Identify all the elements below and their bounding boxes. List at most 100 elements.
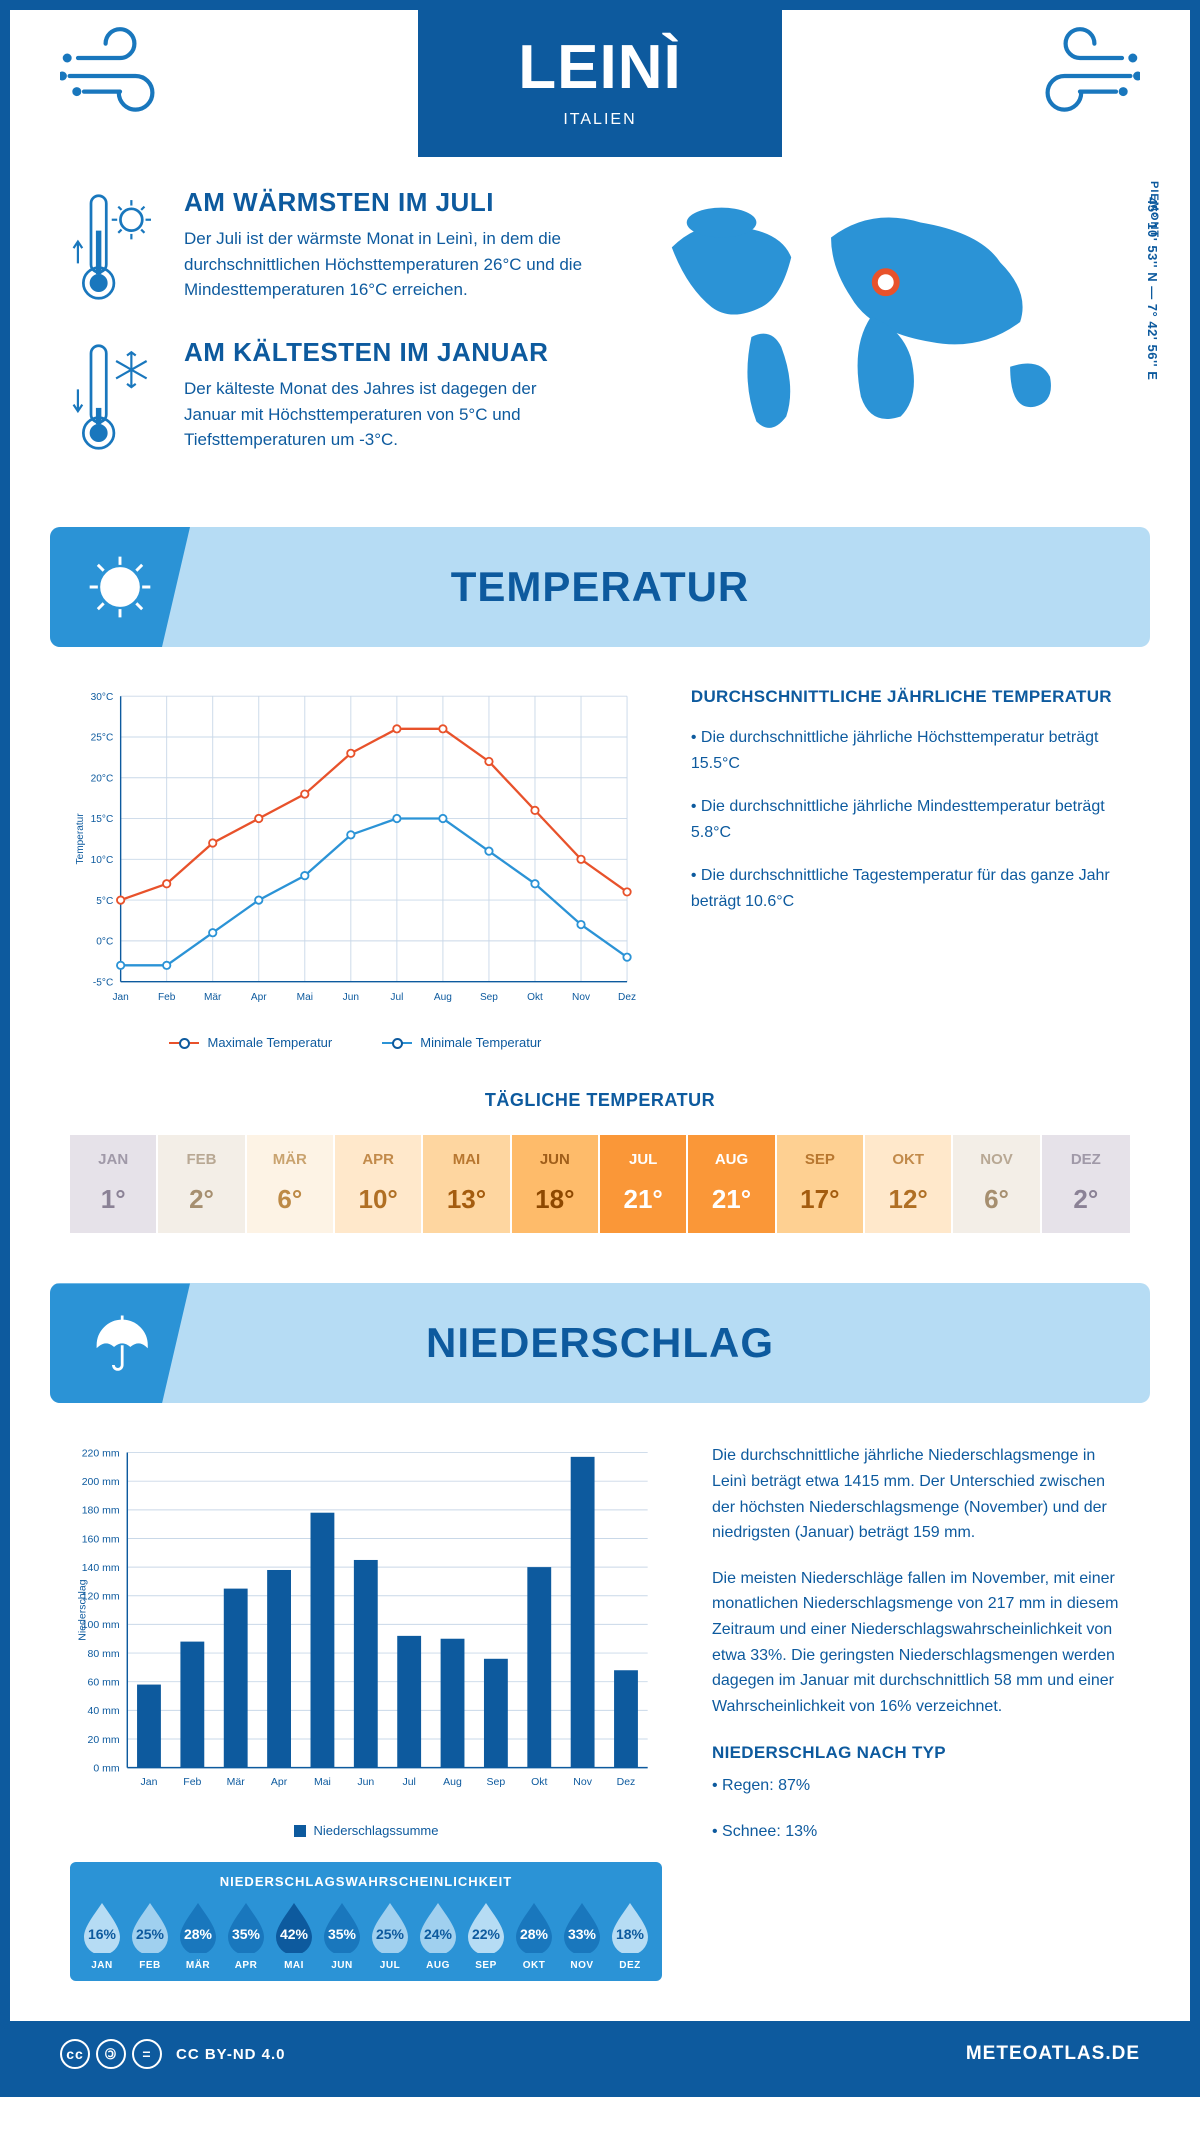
svg-text:Jun: Jun (343, 992, 359, 1003)
svg-text:22%: 22% (472, 1926, 501, 1942)
daily-temp-table: JAN 1° FEB 2° MÄR 6° APR 10° MAI 13° JUN… (70, 1135, 1130, 1233)
precip-text-2: Die meisten Niederschläge fallen im Nove… (712, 1566, 1130, 1720)
coldest-title: AM KÄLTESTEN IM JANUAR (184, 337, 592, 368)
svg-text:Mär: Mär (227, 1776, 246, 1788)
svg-text:18%: 18% (616, 1926, 645, 1942)
svg-text:20°C: 20°C (91, 773, 114, 784)
temperature-legend: Maximale Temperatur Minimale Temperatur (70, 1035, 641, 1050)
svg-text:Nov: Nov (573, 1776, 592, 1788)
warmest-text: Der Juli ist der wärmste Monat in Leinì,… (184, 226, 592, 303)
svg-text:Apr: Apr (251, 992, 267, 1003)
daily-cell: MAI 13° (423, 1135, 511, 1233)
svg-text:Feb: Feb (183, 1776, 201, 1788)
svg-text:Okt: Okt (527, 992, 543, 1003)
temp-fact-1: • Die durchschnittliche jährliche Höchst… (691, 725, 1130, 776)
daily-cell: APR 10° (335, 1135, 423, 1233)
wind-icon (50, 10, 190, 130)
page-title: LEINÌ (518, 32, 681, 103)
svg-text:Jul: Jul (402, 1776, 415, 1788)
site-name: METEOATLAS.DE (966, 2043, 1140, 2065)
daily-cell: OKT 12° (865, 1135, 953, 1233)
svg-text:15°C: 15°C (91, 814, 114, 825)
daily-cell: MÄR 6° (247, 1135, 335, 1233)
warmest-title: AM WÄRMSTEN IM JULI (184, 187, 592, 218)
precip-type-1: • Regen: 87% (712, 1773, 1130, 1799)
svg-text:Mär: Mär (204, 992, 222, 1003)
precip-probability-strip: NIEDERSCHLAGSWAHRSCHEINLICHKEIT 16% JAN … (70, 1862, 662, 1981)
title-banner: LEINÌ ITALIEN (418, 10, 781, 157)
svg-text:28%: 28% (520, 1926, 549, 1942)
daily-cell: FEB 2° (158, 1135, 246, 1233)
svg-text:Dez: Dez (617, 1776, 636, 1788)
svg-text:Mai: Mai (314, 1776, 331, 1788)
temp-fact-3: • Die durchschnittliche Tagestemperatur … (691, 863, 1130, 914)
svg-text:Jul: Jul (390, 992, 403, 1003)
temp-facts-title: DURCHSCHNITTLICHE JÄHRLICHE TEMPERATUR (691, 687, 1130, 707)
svg-text:10°C: 10°C (91, 855, 114, 866)
coldest-text: Der kälteste Monat des Jahres ist dagege… (184, 376, 592, 453)
svg-text:35%: 35% (328, 1926, 357, 1942)
coordinates: 45° 10' 53'' N — 7° 42' 56'' E (1145, 197, 1160, 380)
svg-text:Aug: Aug (434, 992, 452, 1003)
sun-icon (85, 552, 155, 622)
svg-text:80 mm: 80 mm (88, 1648, 120, 1660)
svg-text:Dez: Dez (618, 992, 636, 1003)
daily-temp-title: TÄGLICHE TEMPERATUR (70, 1090, 1130, 1111)
precip-prob-drop: 28% MÄR (176, 1899, 220, 1971)
world-map-icon (632, 187, 1130, 467)
precip-prob-drop: 24% AUG (416, 1899, 460, 1971)
svg-text:Jan: Jan (141, 1776, 158, 1788)
svg-text:25°C: 25°C (91, 733, 114, 744)
svg-text:160 mm: 160 mm (82, 1534, 120, 1546)
svg-text:60 mm: 60 mm (88, 1677, 120, 1689)
svg-text:0 mm: 0 mm (93, 1763, 120, 1775)
precip-prob-drop: 16% JAN (80, 1899, 124, 1971)
svg-text:Sep: Sep (480, 992, 498, 1003)
license-text: CC BY-ND 4.0 (176, 2046, 286, 2063)
thermometer-hot-icon (70, 187, 160, 307)
temp-fact-2: • Die durchschnittliche jährliche Mindes… (691, 794, 1130, 845)
svg-text:16%: 16% (88, 1926, 117, 1942)
svg-text:20 mm: 20 mm (88, 1734, 120, 1746)
temperature-line-chart: -5°C0°C5°C10°C15°C20°C25°C30°CJanFebMärA… (70, 687, 641, 1018)
svg-text:30°C: 30°C (91, 692, 114, 703)
daily-cell: JAN 1° (70, 1135, 158, 1233)
svg-text:200 mm: 200 mm (82, 1476, 120, 1488)
svg-text:Sep: Sep (487, 1776, 506, 1788)
precip-section-banner: NIEDERSCHLAG (50, 1283, 1150, 1403)
svg-text:Feb: Feb (158, 992, 176, 1003)
svg-text:25%: 25% (136, 1926, 165, 1942)
daily-cell: SEP 17° (777, 1135, 865, 1233)
warmest-fact: AM WÄRMSTEN IM JULI Der Juli ist der wär… (70, 187, 592, 307)
svg-text:140 mm: 140 mm (82, 1562, 120, 1574)
svg-text:24%: 24% (424, 1926, 453, 1942)
svg-text:Jun: Jun (357, 1776, 374, 1788)
precip-prob-drop: 22% SEP (464, 1899, 508, 1971)
precip-prob-drop: 33% NOV (560, 1899, 604, 1971)
page-subtitle: ITALIEN (518, 111, 681, 129)
svg-text:Apr: Apr (271, 1776, 288, 1788)
precip-legend: Niederschlagssumme (70, 1823, 662, 1838)
svg-text:Mai: Mai (297, 992, 313, 1003)
svg-text:0°C: 0°C (96, 937, 113, 948)
thermometer-cold-icon (70, 337, 160, 457)
precip-prob-drop: 35% JUN (320, 1899, 364, 1971)
daily-cell: JUL 21° (600, 1135, 688, 1233)
svg-text:28%: 28% (184, 1926, 213, 1942)
svg-text:Aug: Aug (443, 1776, 462, 1788)
footer: cc🄯= CC BY-ND 4.0 METEOATLAS.DE (10, 2021, 1190, 2087)
svg-text:35%: 35% (232, 1926, 261, 1942)
cc-icons: cc🄯= (60, 2039, 162, 2069)
umbrella-icon (87, 1310, 153, 1376)
precip-prob-drop: 25% FEB (128, 1899, 172, 1971)
daily-cell: DEZ 2° (1042, 1135, 1130, 1233)
svg-text:5°C: 5°C (96, 896, 113, 907)
temperature-section-banner: TEMPERATUR (50, 527, 1150, 647)
svg-text:180 mm: 180 mm (82, 1505, 120, 1517)
daily-cell: AUG 21° (688, 1135, 776, 1233)
precip-type-title: NIEDERSCHLAG NACH TYP (712, 1743, 1130, 1763)
svg-text:Nov: Nov (572, 992, 591, 1003)
precip-prob-drop: 28% OKT (512, 1899, 556, 1971)
svg-text:Niederschlag: Niederschlag (76, 1580, 88, 1641)
svg-text:25%: 25% (376, 1926, 405, 1942)
